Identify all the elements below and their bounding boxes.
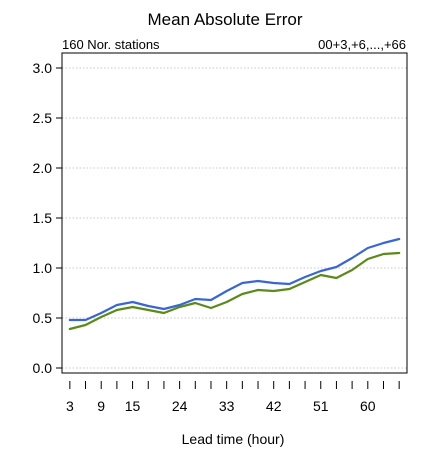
x-tick-label: 15 bbox=[125, 398, 141, 414]
y-tick-label: 2.5 bbox=[33, 110, 53, 126]
x-tick-label: 60 bbox=[360, 398, 376, 414]
plot-frame bbox=[61, 52, 408, 374]
x-axis-label: Lead time (hour) bbox=[182, 431, 285, 447]
y-tick-label: 2.0 bbox=[33, 160, 53, 176]
grid-lines bbox=[62, 67, 407, 369]
x-tick-label: 24 bbox=[172, 398, 188, 414]
y-tick-label: 1.0 bbox=[33, 260, 53, 276]
subtitle-lead-times: 00+3,+6,...,+66 bbox=[318, 37, 406, 52]
y-axis: 0.0 0.5 1.0 1.5 2.0 2.5 3.0 bbox=[33, 60, 62, 376]
x-tick-label: 42 bbox=[266, 398, 282, 414]
series-line-2 bbox=[68, 251, 401, 331]
y-tick-label: 0.5 bbox=[33, 310, 53, 326]
x-tick-label: 33 bbox=[219, 398, 235, 414]
x-tick-label: 9 bbox=[97, 398, 105, 414]
series-line-1 bbox=[68, 237, 401, 322]
x-axis: 3 9 15 24 33 42 51 60 bbox=[66, 381, 400, 414]
y-tick-label: 3.0 bbox=[33, 60, 53, 76]
series-layer bbox=[68, 237, 401, 331]
chart-title: Mean Absolute Error bbox=[148, 10, 303, 29]
y-tick-label: 0.0 bbox=[33, 360, 53, 376]
subtitle-stations: 160 Nor. stations bbox=[62, 37, 160, 52]
x-tick-label: 51 bbox=[313, 398, 329, 414]
y-tick-label: 1.5 bbox=[33, 210, 53, 226]
x-tick-label: 3 bbox=[66, 398, 74, 414]
